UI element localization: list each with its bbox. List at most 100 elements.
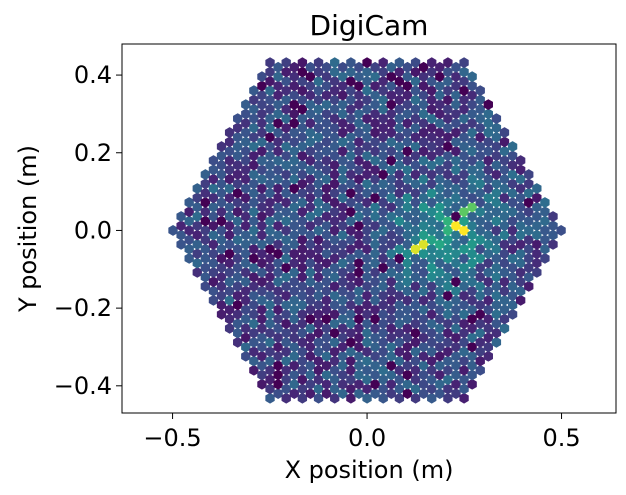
camera-pixel (410, 215, 421, 227)
camera-pixel (386, 173, 396, 185)
camera-pixel (475, 113, 485, 124)
camera-pixel (192, 248, 202, 260)
camera-pixel (192, 183, 202, 194)
camera-pixel (208, 164, 219, 176)
camera-pixel (330, 150, 340, 162)
camera-pixel (378, 318, 388, 330)
camera-pixel (435, 211, 445, 222)
camera-pixel (346, 75, 356, 87)
camera-pixel (224, 313, 235, 325)
camera-pixel (402, 183, 413, 194)
camera-pixel (435, 294, 445, 306)
camera-pixel (233, 271, 243, 283)
camera-pixel (354, 369, 364, 381)
camera-pixel (289, 211, 299, 222)
camera-pixel (281, 187, 291, 199)
camera-pixel (289, 313, 299, 325)
camera-pixel (346, 85, 356, 96)
camera-pixel (338, 257, 348, 269)
camera-pixel (338, 192, 348, 204)
camera-pixel (281, 131, 291, 143)
camera-pixel (265, 141, 275, 152)
camera-pixel (443, 57, 453, 69)
camera-pixel (338, 61, 348, 73)
camera-pixel (378, 364, 388, 376)
camera-pixel (443, 243, 453, 255)
camera-pixel (313, 290, 324, 302)
camera-pixel (410, 299, 421, 311)
camera-pixel (507, 169, 518, 180)
camera-pixel (467, 285, 477, 297)
camera-pixel (524, 262, 534, 274)
camera-pixel (378, 262, 388, 274)
camera-pixel (330, 346, 340, 358)
camera-pixel (427, 150, 437, 162)
camera-pixel (402, 61, 413, 73)
camera-pixel (483, 108, 493, 120)
camera-pixel (516, 229, 526, 241)
camera-pixel (499, 248, 510, 260)
camera-pixel (289, 108, 299, 120)
camera-pixel (370, 294, 380, 306)
camera-pixel (491, 280, 502, 292)
camera-pixel (289, 164, 299, 176)
camera-pixel (216, 234, 227, 246)
camera-pixel (459, 131, 469, 143)
camera-pixel (402, 332, 413, 344)
camera-pixel (427, 66, 437, 78)
camera-pixel (346, 290, 356, 302)
camera-pixel (208, 173, 219, 185)
camera-pixel (297, 299, 308, 311)
camera-pixel (451, 313, 461, 325)
camera-pixel (233, 169, 243, 180)
camera-pixel (321, 257, 332, 269)
camera-pixel (386, 304, 396, 316)
camera-pixel (499, 267, 510, 278)
camera-pixel (249, 355, 259, 367)
camera-pixel (410, 290, 421, 302)
camera-pixel (402, 117, 413, 129)
camera-pixel (418, 304, 429, 316)
camera-pixel (289, 127, 299, 138)
camera-pixel (184, 234, 194, 246)
camera-pixel (394, 141, 405, 152)
camera-pixel (321, 360, 332, 371)
camera-pixel (297, 336, 308, 348)
camera-pixel (208, 239, 219, 250)
camera-pixel (483, 294, 493, 306)
camera-pixel (249, 234, 259, 246)
camera-pixel (305, 127, 316, 138)
camera-pixel (435, 89, 445, 101)
camera-pixel (410, 308, 421, 320)
camera-pixel (467, 155, 477, 166)
camera-pixel (216, 178, 227, 190)
camera-pixel (265, 327, 275, 339)
camera-pixel (435, 239, 445, 250)
camera-pixel (362, 243, 372, 255)
camera-pixel (532, 220, 542, 232)
camera-pixel (378, 299, 388, 311)
camera-pixel (281, 290, 291, 302)
x-axis-label: X position (m) (285, 456, 454, 484)
camera-pixel (402, 239, 413, 250)
camera-pixel (402, 350, 413, 362)
camera-pixel (265, 159, 275, 171)
camera-pixel (362, 290, 372, 302)
camera-pixel (305, 285, 316, 297)
camera-pixel (297, 327, 308, 339)
camera-pixel (370, 145, 380, 157)
camera-pixel (483, 192, 493, 204)
camera-pixels (168, 57, 566, 404)
camera-pixel (354, 108, 364, 120)
camera-pixel (241, 322, 251, 334)
camera-pixel (313, 346, 324, 358)
camera-pixel (338, 145, 348, 157)
camera-pixel (427, 392, 437, 404)
camera-pixel (305, 322, 316, 334)
camera-pixel (427, 75, 437, 87)
camera-pixel (265, 197, 275, 208)
camera-pixel (224, 276, 235, 288)
camera-pixel (224, 322, 235, 334)
camera-pixel (313, 364, 324, 376)
camera-pixel (507, 141, 518, 152)
